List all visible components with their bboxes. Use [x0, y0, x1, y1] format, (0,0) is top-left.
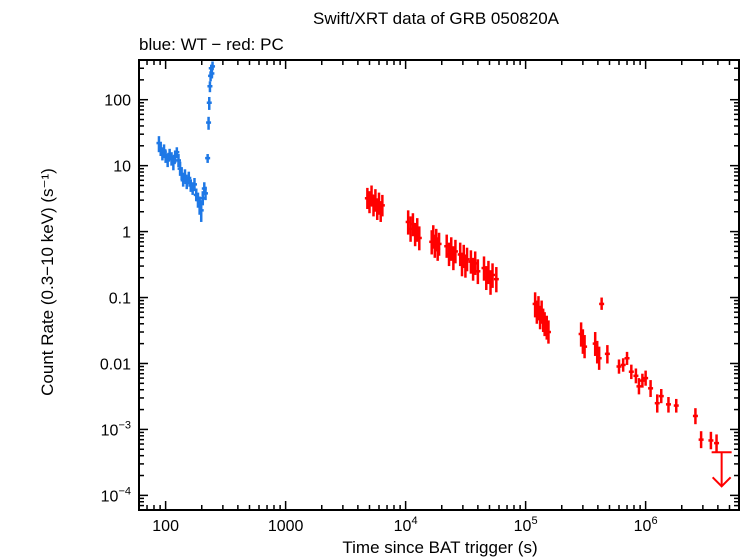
upper-limit-arrowhead: [711, 476, 732, 488]
y-axis-label: Count Rate (0.3−10 keV) (s⁻¹): [38, 168, 57, 396]
series-wt: [156, 61, 216, 222]
x-tick-label: 1000: [268, 518, 304, 535]
chart-title: Swift/XRT data of GRB 050820A: [313, 9, 560, 28]
series-pc: [364, 185, 732, 488]
y-tick-label: 10: [113, 159, 131, 176]
y-tick-label-exponent: −4: [118, 485, 131, 497]
x-tick-label: 100: [152, 518, 179, 535]
x-tick-label-exponent: 5: [531, 515, 537, 527]
x-tick-label-exponent: 6: [651, 515, 657, 527]
y-tick-label-exponent: −3: [118, 419, 131, 431]
plot-frame: [138, 59, 740, 511]
chart-subtitle: blue: WT − red: PC: [139, 35, 284, 54]
y-tick-label: 100: [104, 93, 131, 110]
y-tick-label: 0.01: [100, 356, 131, 373]
x-tick-label-exponent: 4: [411, 515, 417, 527]
x-axis-label: Time since BAT trigger (s): [342, 538, 537, 557]
y-tick-label: 1: [122, 225, 131, 242]
y-tick-label: 0.1: [109, 291, 131, 308]
